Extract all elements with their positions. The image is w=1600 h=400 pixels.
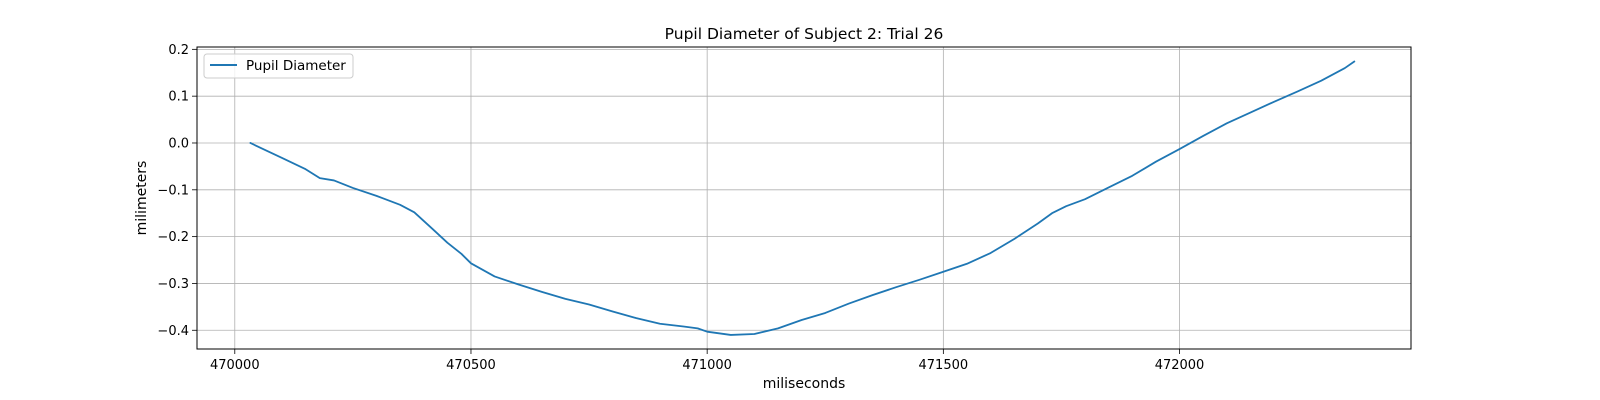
plot-area-frame [196, 46, 1412, 350]
y-tick-label: 0.0 [168, 136, 189, 151]
x-tick-label: 470500 [446, 358, 496, 373]
x-tick-label: 470000 [210, 358, 260, 373]
x-tick-label: 471500 [919, 358, 969, 373]
y-tick-label: 0.1 [168, 90, 189, 105]
series-layer [249, 60, 1356, 336]
grid-lines [197, 47, 1411, 349]
series-line-pupil-diameter [249, 60, 1356, 336]
chart-title: Pupil Diameter of Subject 2: Trial 26 [665, 25, 944, 43]
y-axis-ticks: −0.4 −0.3 −0.2 −0.1 0.0 0.1 0.2 [157, 43, 197, 339]
legend: Pupil Diameter [203, 53, 354, 79]
legend-entry-pupil-diameter: Pupil Diameter [246, 58, 346, 74]
x-tick-label: 471000 [682, 358, 732, 373]
y-tick-label: −0.2 [157, 230, 189, 245]
y-axis-label: milimeters [134, 161, 150, 236]
y-tick-label: −0.3 [157, 277, 189, 292]
y-tick-label: −0.4 [157, 324, 189, 339]
y-tick-label: −0.1 [157, 183, 189, 198]
x-axis-ticks: 470000 470500 471000 471500 472000 [210, 349, 1204, 373]
x-tick-label: 472000 [1155, 358, 1205, 373]
legend-box [203, 53, 354, 79]
x-axis-label: miliseconds [763, 376, 846, 392]
y-tick-label: 0.2 [168, 43, 189, 58]
